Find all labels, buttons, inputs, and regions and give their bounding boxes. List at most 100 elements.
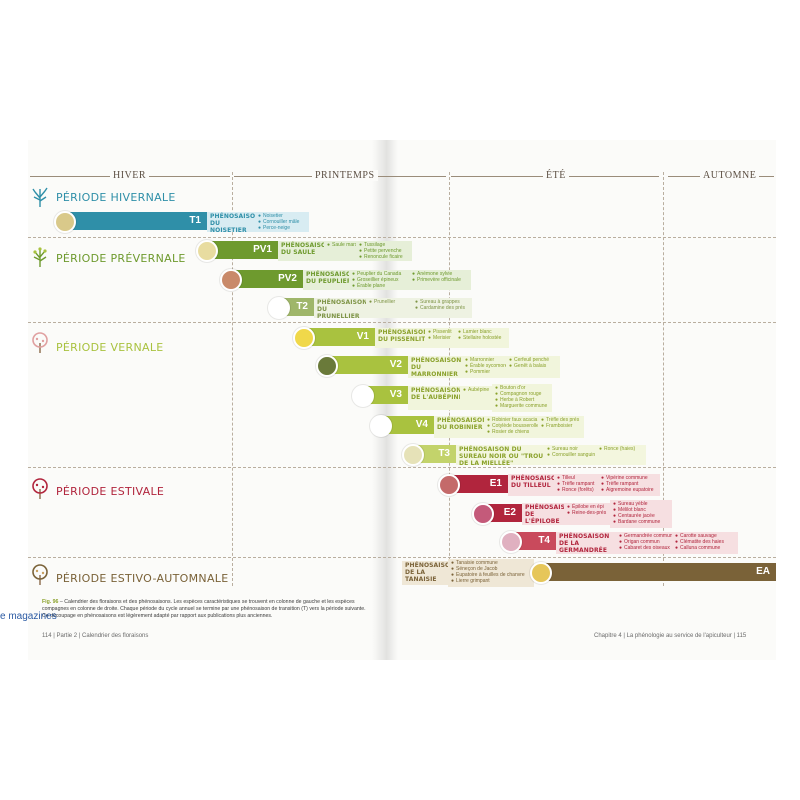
species-item: Cornouiller sanguin [547, 452, 599, 458]
phenoseason-label-t2: PHÉNOSAISON DU PRUNELLIER [314, 298, 372, 320]
species-item: Érable sycomore [465, 363, 509, 369]
flower-badge-v4 [370, 415, 392, 437]
folio-left: 114 | Partie 2 | Calendrier des floraiso… [42, 633, 149, 639]
species-item: Lamier blanc [458, 329, 506, 335]
species-item: Centaurée jacée [613, 513, 669, 519]
flower-badge-ea [530, 562, 552, 584]
flower-badge-v2 [316, 355, 338, 377]
period-estivale: PÉRIODE ESTIVALE [56, 485, 165, 498]
species-a-v4: Robinier faux acacia Cotylède bousseroll… [484, 416, 544, 438]
species-b-v3: Bouton d'or Compagnon rouge Herbe à Robe… [492, 384, 552, 412]
tree-icon-prevernale [33, 247, 47, 267]
phenoseason-bar-v2: V2 [324, 356, 408, 374]
species-item: Lierre grimpant [451, 578, 531, 584]
flower-badge-pv2 [220, 269, 242, 291]
period-estivo-automnale: PÉRIODE ESTIVO-AUTOMNALE [56, 572, 229, 585]
species-item: Trèfle des prés [541, 417, 581, 423]
phenoseason-code-v3: V3 [389, 389, 402, 400]
species-item: Marronnier [465, 357, 509, 363]
phenoseason-bar-ea: EA [538, 563, 776, 581]
species-item: Saule marsault [327, 242, 365, 248]
species-item: Sureau à grappes [415, 299, 469, 305]
species-item: Origan commun [619, 539, 675, 545]
phenoseason-label-t3: PHÉNOSAISON DU SUREAU NOIR OU "TROU DE L… [456, 445, 550, 467]
species-a-e1: Tilleul Trèfle rampant Ronce (forêts) [554, 474, 604, 496]
folio-right: Chapitre 4 | La phénologie au service de… [594, 633, 747, 639]
species-b-v4: Trèfle des prés Framboisier [538, 416, 584, 438]
species-item: Séneçon de Jacob [451, 566, 531, 572]
phenoseason-bar-v4: V4 [378, 416, 434, 434]
tree-icon-estivo-automnale [32, 564, 48, 585]
species-item: Perce-neige [258, 225, 306, 231]
species-item: Cerfeuil penché [509, 357, 557, 363]
divider-ete-automne [663, 172, 664, 586]
species-item: Bouton d'or [495, 385, 549, 391]
species-item: Aigremoine eupatoire [601, 487, 657, 493]
divider-row-2 [28, 322, 776, 323]
species-item: Merisier [428, 335, 458, 341]
species-item: Vipérine commune [601, 475, 657, 481]
species-item: Genêt à balais [509, 363, 557, 369]
phenoseason-label-pv2: PHÉNOSAISON DU PEUPLIER [303, 270, 356, 290]
species-item: Stellaire holostée [458, 335, 506, 341]
species-item: Clématite des haies [675, 539, 735, 545]
species-item: Robinier faux acacia [487, 417, 541, 423]
phenoseason-bar-pv1: PV1 [206, 241, 278, 259]
species-a-pv1: Saule marsault [324, 241, 365, 261]
species-item: Trèfle rampant [557, 481, 601, 487]
phenoseason-label-v3: PHÉNOSAISON DE L'AUBÉPINE [408, 386, 466, 410]
species-item: Érable plane [352, 283, 412, 289]
species-item: Sureau yèble [613, 501, 669, 507]
period-hivernale: PÉRIODE HIVERNALE [56, 191, 176, 204]
flower-badge-pv1 [196, 240, 218, 262]
species-item: Rosier de chiens [487, 429, 541, 435]
species-a-v2: Marronnier Érable sycomore Pommier [462, 356, 512, 378]
species-b-v1: Lamier blanc Stellaire holostée [455, 328, 509, 348]
flower-badge-e1 [438, 474, 460, 496]
species-a-v3: Aubépine [460, 386, 498, 410]
species-item: Calluna commune [675, 545, 735, 551]
species-a-pv2: Peuplier du Canada Groseillier épineux É… [349, 270, 415, 290]
season-ete: ÉTÉ [543, 170, 569, 181]
phenoseason-code-e2: E2 [503, 507, 516, 518]
phenoseason-label-v2: PHÉNOSAISON DU MARRONNIER [408, 356, 468, 378]
species-a-v1: Pissenlit Merisier [425, 328, 461, 348]
period-vernale: PÉRIODE VERNALE [56, 341, 164, 354]
species-item: Cabaret des oiseaux [619, 545, 675, 551]
species-a-t4: Germandrée commune Origan commun Cabaret… [616, 532, 678, 554]
divider-printemps-ete [449, 172, 450, 586]
figure-caption: Fig. 96 – Calendrier des floraisons et d… [42, 599, 366, 619]
species-b-t2: Sureau à grappes Cardamine des prés [412, 298, 472, 318]
tree-icon-estivale [32, 478, 48, 499]
phenoseason-code-ea: EA [756, 566, 770, 577]
flower-badge-e2 [472, 503, 494, 525]
flower-badge-t3 [402, 444, 424, 466]
species-item: Renoncule ficaire [359, 254, 409, 260]
flower-badge-t2 [268, 297, 290, 319]
species-a-ea: Tanaisie commune Séneçon de Jacob Eupato… [448, 559, 534, 587]
phenoseason-label-t1: PHÉNOSAISON DU NOISETIER [207, 212, 261, 234]
species-item: Tilleul [557, 475, 601, 481]
species-b-e2: Sureau yèble Mélilot blanc Centaurée jac… [610, 500, 672, 528]
divider-hiver-printemps [232, 172, 233, 586]
species-item: Peuplier du Canada [352, 271, 412, 277]
species-item: Bardane commune [613, 519, 669, 525]
phenoseason-bar-v1: V1 [300, 328, 375, 346]
phenoseason-label-t4: PHÉNOSAISON DE LA GERMANDRÉE [556, 532, 622, 554]
phenoseason-label-e1: PHÉNOSAISON DU TILLEUL [508, 474, 561, 496]
species-item: Eupatoire à feuilles de chanvre [451, 572, 531, 578]
species-item: Ronce (haies) [599, 446, 643, 452]
phenoseason-code-e1: E1 [489, 478, 502, 489]
phenoseason-label-v4: PHÉNOSAISON DU ROBINIER [434, 416, 490, 438]
species-item: Épilobe en épi [567, 504, 613, 510]
species-a-t2: Prunellier [366, 298, 418, 318]
phenoseason-code-v2: V2 [389, 359, 402, 370]
species-item: Compagnon rouge [495, 391, 549, 397]
flower-badge-t4 [500, 531, 522, 553]
season-printemps: PRINTEMPS [312, 170, 378, 181]
species-item: Noisetier [258, 213, 306, 219]
phenoseason-code-t1: T1 [189, 215, 201, 226]
phenoseason-code-v4: V4 [415, 419, 428, 430]
flower-badge-v1 [293, 327, 315, 349]
figure-number: Fig. 96 [42, 599, 59, 605]
